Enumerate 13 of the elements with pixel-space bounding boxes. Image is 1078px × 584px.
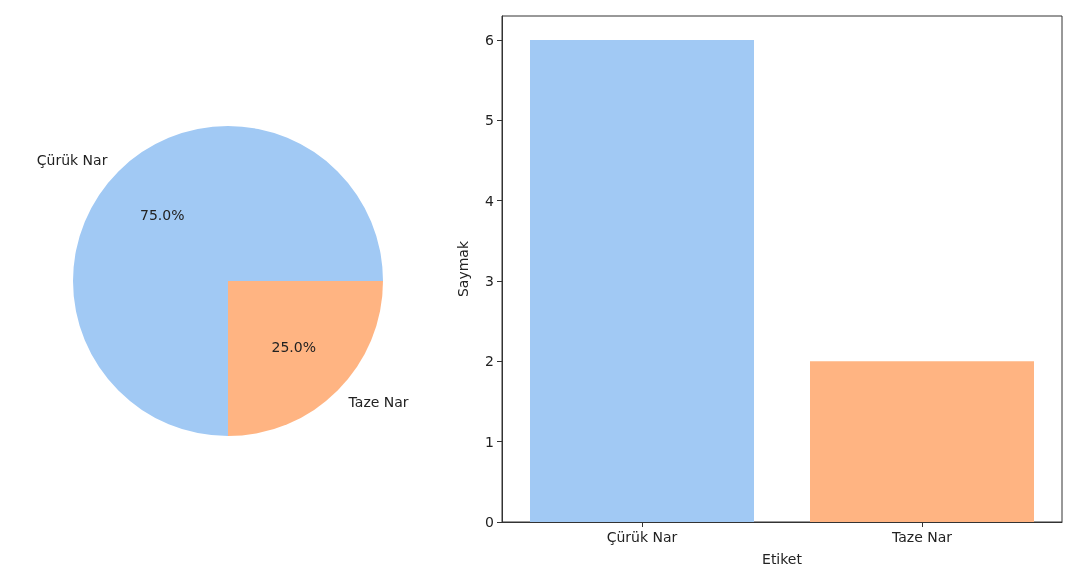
y-tick-label: 1 (485, 433, 494, 450)
slice-label: Çürük Nar (36, 152, 108, 169)
x-axis-title: Etiket (762, 551, 803, 567)
y-tick-label: 5 (485, 112, 494, 129)
y-tick-label: 6 (485, 32, 495, 49)
y-tick-label: 3 (485, 273, 494, 290)
slice-label: Taze Nar (347, 393, 409, 410)
data-label: 75.0% (140, 207, 185, 224)
data-label: 25.0% (271, 338, 316, 355)
y-axis-title: Saymak (455, 240, 471, 298)
y-tick-label: 4 (485, 192, 495, 209)
y-tick-label: 2 (485, 353, 494, 370)
y-tick-label: 0 (485, 514, 494, 530)
